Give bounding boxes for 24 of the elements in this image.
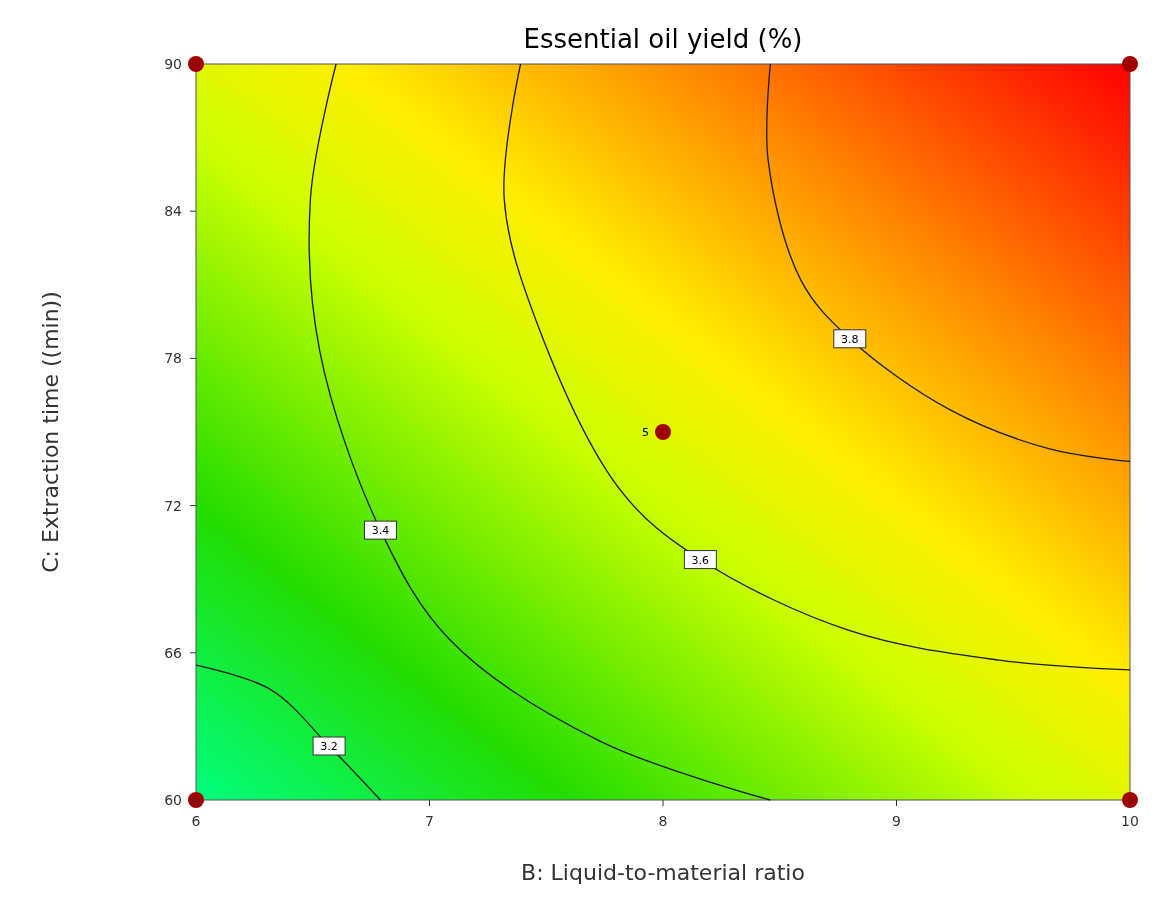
point bbox=[1122, 792, 1138, 808]
y-tick-label: 78 bbox=[164, 350, 182, 367]
point bbox=[188, 56, 204, 72]
line-series bbox=[503, 63, 1131, 671]
x-tick-label: 10 bbox=[1121, 813, 1139, 829]
x-tick-label: 7 bbox=[425, 813, 434, 829]
x-axis-title: B: Liquid-to-material ratio bbox=[521, 860, 805, 885]
y-tick-label: 72 bbox=[164, 497, 182, 514]
x-tick-label: 6 bbox=[191, 813, 201, 829]
annotation: 5 bbox=[642, 426, 649, 439]
chart-title: Essential oil yield (%) bbox=[523, 24, 803, 54]
point bbox=[655, 424, 671, 440]
x-tick-label: 9 bbox=[892, 813, 901, 829]
line-series bbox=[195, 664, 382, 801]
y-axis-title: C: Extraction time ((min)) bbox=[38, 291, 63, 573]
y-tick-label: 90 bbox=[164, 56, 182, 72]
y-tick-label: 60 bbox=[164, 792, 182, 808]
y-tick-label: 66 bbox=[164, 644, 183, 661]
point bbox=[1122, 56, 1138, 72]
point bbox=[188, 792, 204, 808]
line-series bbox=[766, 63, 1131, 463]
y-tick-label: 84 bbox=[164, 203, 183, 220]
x-tick-label: 8 bbox=[658, 813, 668, 829]
line-series bbox=[308, 63, 772, 801]
